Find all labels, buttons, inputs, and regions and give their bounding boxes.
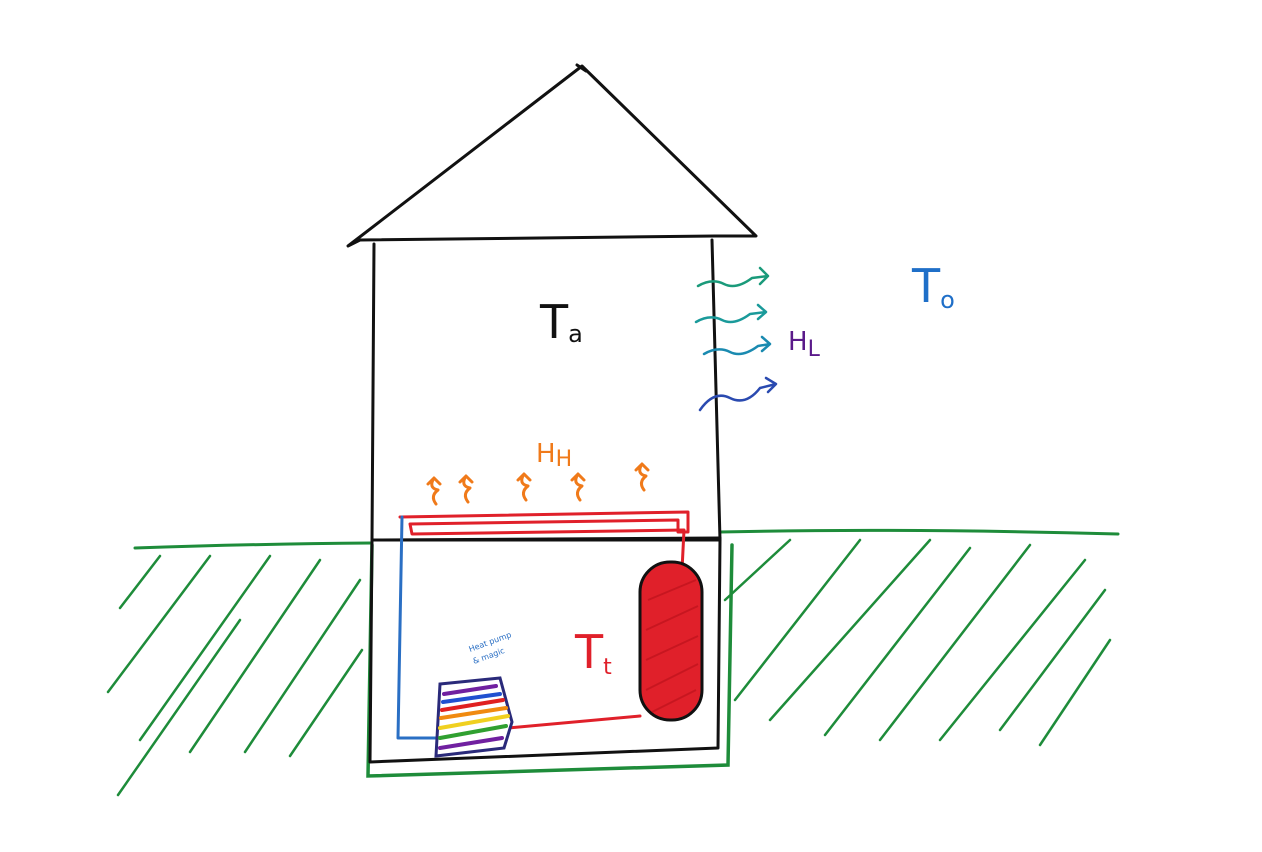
indoor-temp-label: Ta: [539, 295, 583, 349]
rainbow-stroke-3: [440, 698, 505, 712]
rainbow-stroke-5: [438, 714, 510, 730]
ground: [106, 528, 1120, 797]
ground-hatching-left: [106, 554, 364, 797]
cold-return-pipe: [396, 515, 440, 740]
heat-pump-unit: Heat pump & magic: [434, 630, 514, 758]
heat-arrow-4: [570, 472, 586, 502]
basement-walls: [368, 538, 722, 764]
heat-loss-label: HL: [788, 327, 821, 362]
loss-wave-3: [702, 335, 772, 356]
ground-surface-left: [133, 541, 374, 550]
heat-supply-arrows: [426, 462, 650, 506]
loss-wave-4: [698, 376, 778, 412]
heat-arrow-3: [516, 472, 532, 502]
tank-body: [638, 560, 704, 722]
rainbow-stroke-4: [439, 706, 508, 720]
loss-wave-1: [696, 266, 770, 288]
floor-heating-loop: [398, 510, 690, 572]
loss-wave-2: [694, 303, 768, 324]
storage-tank: [638, 560, 704, 722]
rainbow-stroke-2: [441, 692, 502, 704]
ground-surface-right: [718, 528, 1120, 536]
outdoor-temp-label: To: [911, 259, 955, 314]
heat-arrow-5: [634, 462, 650, 492]
tank-temp-label: Tt: [574, 625, 612, 680]
rainbow-stroke-1: [442, 684, 498, 696]
house: [346, 63, 758, 764]
floor-line: [370, 536, 722, 542]
labels: Ta To Tt HL HH: [536, 259, 955, 680]
house-walls: [370, 238, 722, 542]
rainbow-stroke-7: [438, 736, 504, 750]
hot-supply-pipe: [506, 714, 642, 730]
roof-peak-tick: [575, 63, 588, 73]
heat-loss-waves: [694, 266, 778, 412]
heat-supply-label: HH: [536, 439, 572, 472]
heat-arrow-2: [458, 474, 474, 504]
rainbow-stroke-6: [438, 724, 508, 740]
piping: [396, 510, 690, 740]
ground-hatching-right: [723, 538, 1112, 747]
heat-arrow-1: [426, 476, 442, 506]
roof: [346, 64, 758, 248]
